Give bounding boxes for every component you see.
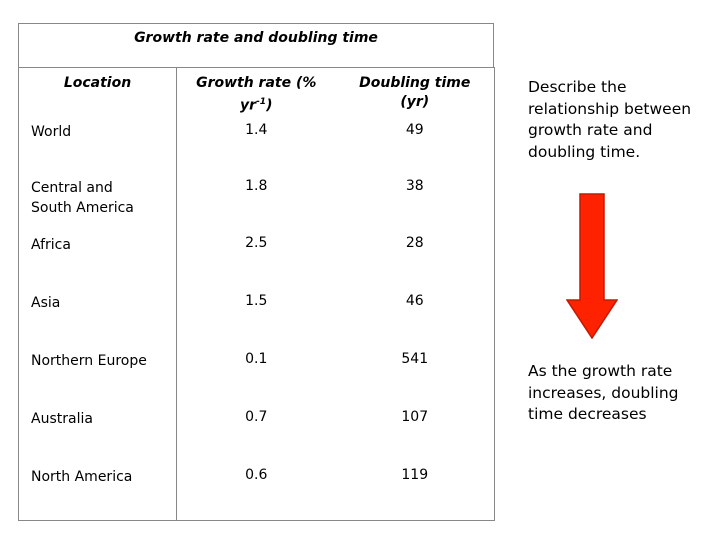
cell-doubling: 49 (405, 121, 424, 138)
header-location: Location (63, 75, 132, 91)
cell-location: North America (31, 468, 133, 485)
cell-growth: 0.7 (176, 405, 336, 464)
table-row: Northern Europe 0.1 541 (19, 347, 495, 406)
cell-growth: 1.4 (176, 115, 336, 173)
cell-doubling: 28 (405, 234, 424, 251)
cell-doubling: 107 (401, 408, 429, 425)
header-growth-rate: Growth rate (% yr-1) (176, 67, 336, 116)
table-title-box: Growth rate and doubling time (18, 23, 494, 68)
header-doubling-time: Doubling time (yr) (359, 75, 471, 110)
cell-growth: 1.8 (176, 172, 336, 232)
cell-location: Australia (31, 410, 93, 427)
cell-location: Asia (31, 294, 61, 311)
cell-doubling: 38 (405, 177, 424, 194)
down-arrow-icon (566, 193, 618, 339)
table-row: North America 0.6 119 (19, 463, 495, 521)
cell-location: Central and South America (31, 179, 134, 216)
question-text: Describe the relationship between growth… (528, 78, 692, 161)
growth-table: Location Growth rate (% yr-1) Doubling ti… (18, 67, 495, 522)
answer-text: As the growth rate increases, doubling t… (528, 362, 679, 423)
table-row: Central and South America 1.8 38 (19, 172, 495, 232)
table-title: Growth rate and doubling time (134, 30, 378, 46)
table-row: World 1.4 49 (19, 115, 495, 173)
cell-growth: 0.1 (176, 347, 336, 406)
cell-location: World (31, 123, 72, 140)
cell-doubling: 46 (405, 292, 424, 309)
table-row: Asia 1.5 46 (19, 289, 495, 348)
cell-location: Africa (31, 236, 71, 253)
table-row: Australia 0.7 107 (19, 405, 495, 464)
cell-growth: 1.5 (176, 289, 336, 348)
cell-doubling: 119 (401, 466, 429, 483)
cell-doubling: 541 (401, 350, 429, 367)
cell-location: Northern Europe (31, 352, 147, 369)
table-header-row: Location Growth rate (% yr-1) Doubling ti… (19, 67, 495, 116)
table-row: Africa 2.5 28 (19, 231, 495, 290)
cell-growth: 0.6 (176, 463, 336, 521)
cell-growth: 2.5 (176, 231, 336, 290)
